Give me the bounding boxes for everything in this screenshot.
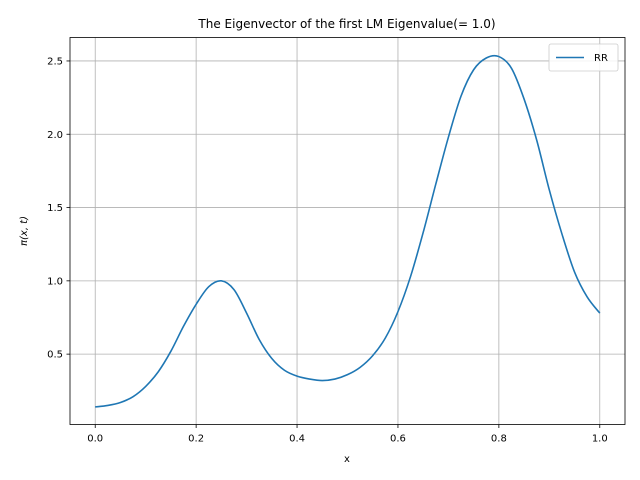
legend-label-rr: RR [594, 53, 608, 64]
y-axis-label: π(x, t) [19, 216, 30, 246]
ticks: 0.0 0.2 0.4 0.6 0.8 1.0 0.5 1.0 1.5 2.0 2.5 [47, 56, 608, 444]
x-axis-label: x [344, 454, 350, 465]
x-tick-label: 0.2 [188, 434, 204, 445]
x-tick-label: 0.6 [390, 434, 406, 445]
y-tick-label: 2.0 [47, 130, 63, 141]
x-tick-label: 0.4 [289, 434, 305, 445]
x-tick-label: 1.0 [592, 434, 608, 445]
y-tick-label: 2.5 [47, 56, 63, 67]
y-tick-label: 1.0 [47, 276, 63, 287]
series-layer [95, 54, 601, 408]
y-tick-label: 1.5 [47, 203, 63, 214]
x-tick-label: 0.0 [87, 434, 103, 445]
y-tick-label: 0.5 [47, 350, 63, 361]
series-line-rr [95, 54, 601, 408]
grid [70, 37, 625, 425]
legend: RR [548, 43, 619, 72]
plot-frame [69, 37, 626, 425]
x-tick-label: 0.8 [491, 434, 507, 445]
chart-title: The Eigenvector of the first LM Eigenval… [197, 17, 495, 31]
